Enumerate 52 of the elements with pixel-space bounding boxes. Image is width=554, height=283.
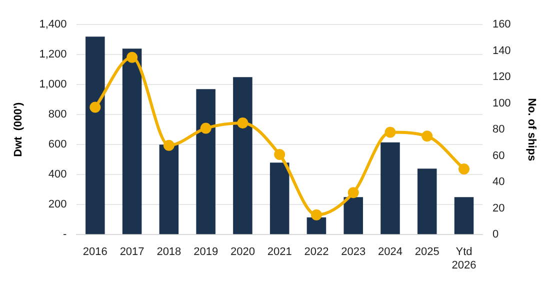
x-tick-label: 2018 <box>156 246 182 258</box>
y2-tick-label: 20 <box>492 202 505 214</box>
x-tick-label: 2019 <box>194 246 218 258</box>
y2-tick-label: 80 <box>492 124 505 136</box>
bar <box>454 197 474 234</box>
point <box>384 126 396 138</box>
x-tick-label: 2025 <box>414 246 440 258</box>
y-tick-label: 1,400 <box>39 18 67 31</box>
bar <box>380 142 400 234</box>
y2-tick-label: 160 <box>492 18 511 31</box>
point <box>163 140 174 151</box>
y-tick-label: 200 <box>48 198 67 211</box>
point <box>458 163 470 174</box>
y-tick-label: 800 <box>48 108 67 121</box>
y-tick-label: 1,000 <box>39 78 67 91</box>
x-tick-label: 2016 <box>82 246 108 258</box>
x-tick-label: 2024 <box>378 246 402 258</box>
bar <box>344 197 363 234</box>
bar <box>233 77 252 234</box>
x-tick-label: 2023 <box>341 246 366 258</box>
point <box>90 102 101 113</box>
bar <box>270 162 290 234</box>
x-tick-label: 2021 <box>267 246 292 258</box>
y2-tick-label: 40 <box>492 176 505 188</box>
y-tick-label: 400 <box>48 168 67 181</box>
point <box>200 122 212 134</box>
bar <box>122 48 142 234</box>
bar <box>306 217 326 234</box>
y-tick-label: 1,200 <box>39 48 67 61</box>
y-tick-label: - <box>63 228 68 241</box>
y-tick-label: 600 <box>48 138 67 151</box>
y2-tick-label: 60 <box>492 150 505 162</box>
point <box>274 149 286 160</box>
point <box>348 187 359 198</box>
point <box>237 118 248 129</box>
bar <box>196 89 216 234</box>
point <box>310 209 322 220</box>
x-tick-label: 2020 <box>230 246 255 258</box>
point <box>126 52 138 63</box>
y2-tick-label: 0 <box>492 228 499 241</box>
x-tick-label: Ytd 2026 <box>452 246 476 272</box>
bar <box>417 168 437 234</box>
y2-tick-label: 140 <box>492 44 511 57</box>
y2-tick-label: 120 <box>492 71 511 84</box>
bar <box>159 144 179 234</box>
y-axis-title: Dwt (000') <box>12 102 25 157</box>
bar <box>86 36 105 234</box>
point <box>422 130 433 142</box>
y2-tick-label: 100 <box>492 97 511 110</box>
y2-axis-title: No. of ships <box>525 98 538 162</box>
x-tick-label: 2022 <box>304 246 329 258</box>
x-tick-label: 2017 <box>120 246 144 258</box>
